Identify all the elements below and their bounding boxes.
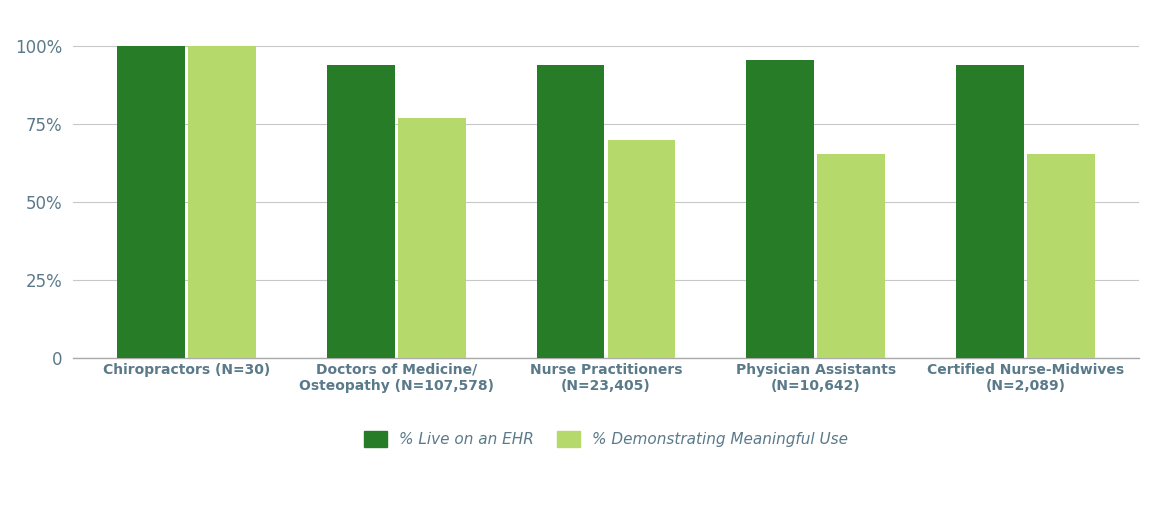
Legend: % Live on an EHR, % Demonstrating Meaningful Use: % Live on an EHR, % Demonstrating Meanin… — [358, 425, 854, 453]
Bar — [326, 65, 395, 358]
Bar — [607, 140, 676, 358]
Bar — [817, 154, 885, 358]
Bar — [1027, 154, 1095, 358]
Bar — [117, 46, 185, 358]
Bar — [398, 118, 465, 358]
Bar — [956, 65, 1024, 358]
Bar — [187, 46, 256, 358]
Bar — [537, 65, 604, 358]
Bar — [746, 60, 815, 358]
